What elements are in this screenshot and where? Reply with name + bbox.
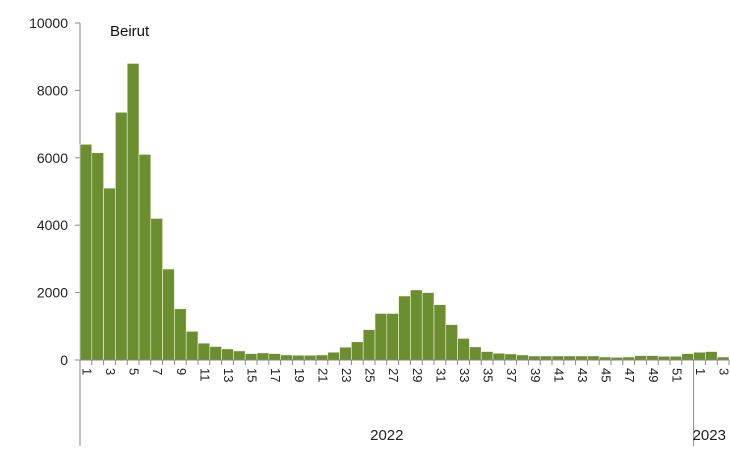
bar [162,268,175,361]
x-tick-label: 21 [315,368,330,382]
bar [657,355,671,361]
x-axis: 1 3 5 7 9 11 13 15 17 19 21 23 25 27 29 31 33 35 37 39 41 43 4… [79,359,730,446]
x-tick-label: 31 [433,368,448,382]
x-tick-label: 3 [717,368,730,375]
bar [693,351,706,361]
bars [79,63,730,361]
x-tick-label: 39 [528,368,543,382]
y-tick-label: 6000 [37,150,68,166]
bar [528,355,541,361]
chart-title: Beirut [110,23,150,40]
bar [480,351,494,361]
bar [575,355,588,361]
bar [469,346,482,361]
bar [386,313,399,361]
y-tick-label: 2000 [37,285,68,301]
bar [705,351,718,361]
bar [91,152,104,361]
bar [421,292,435,361]
x-tick-label: 1 [693,368,708,375]
bar [410,289,423,361]
x-tick-label: 43 [575,368,590,382]
bar [150,218,163,361]
x-tick-label: 33 [457,368,472,382]
x-tick-label: 5 [127,368,142,375]
x-tick-label: 27 [386,368,401,382]
x-tick-label: 1 [79,368,94,375]
bar [516,354,529,361]
bar [504,353,517,361]
bar [351,341,364,361]
bar [539,355,553,361]
bar [138,154,152,361]
x-tick-label: 17 [268,368,283,382]
x-tick-label: 45 [599,368,614,382]
x-tick-label: 35 [481,368,496,382]
bar [362,329,376,361]
bar [669,355,683,361]
x-tick-label: 19 [292,368,307,382]
bar [280,354,293,361]
x-tick-label: 11 [197,368,212,382]
bar [327,351,340,361]
bar [244,353,258,361]
bar [103,187,116,361]
y-tick-label: 10000 [29,15,68,31]
bar [292,354,305,361]
bar [315,354,329,361]
x-tick-label: 13 [221,368,236,382]
bar [398,295,411,361]
bar [445,324,458,361]
bar [587,355,600,361]
bar [115,112,128,361]
bar [646,355,659,361]
bar [681,353,694,361]
bar [268,353,281,361]
x-tick-label: 25 [363,368,378,382]
bar [563,355,576,361]
x-tick-label: 41 [551,368,566,382]
x-tick-label: 23 [339,368,354,382]
bar [174,308,187,361]
x-tick-label: 7 [150,368,165,375]
x-tick-label: 3 [103,368,118,375]
y-axis: 0 2000 4000 6000 8000 10000 [29,15,81,368]
x-tick-label: 29 [410,368,425,382]
bar [126,63,140,361]
bar [339,346,352,361]
y-tick-label: 0 [60,352,68,368]
year-label: 2023 [693,427,726,444]
y-tick-label: 4000 [37,217,68,233]
y-tick-label: 8000 [37,82,68,98]
bar [256,352,270,361]
x-tick-label: 9 [174,368,189,375]
bar [233,350,246,361]
year-label: 2022 [370,427,403,444]
bar [433,304,447,361]
bar [551,355,565,361]
bar [197,342,211,361]
bar [185,331,199,361]
bar [374,313,388,361]
bar [457,338,470,361]
bar [634,355,647,361]
x-tick-label: 47 [622,368,637,382]
x-tick-label: 49 [646,368,661,382]
bar [303,354,317,361]
bar [221,348,234,361]
x-tick-label: 15 [245,368,260,382]
x-tick-label: 37 [504,368,519,382]
bar [492,352,506,361]
bar [79,144,93,361]
x-tick-label: 51 [669,368,684,382]
bar [209,346,222,361]
